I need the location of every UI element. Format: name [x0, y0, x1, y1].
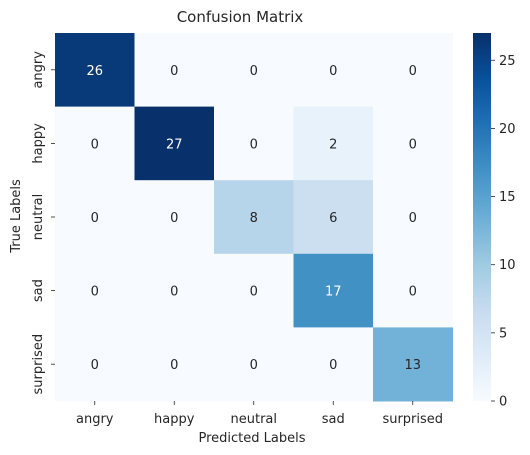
heatmap-cell-label: 0 [329, 64, 337, 79]
heatmap-cell-label: 0 [170, 64, 178, 79]
heatmap-cell [373, 33, 453, 108]
colorbar-tick-label: 20 [499, 122, 516, 137]
x-tick-label: sad [322, 412, 345, 427]
colorbar-ticks: 0 5 10 15 20 25 [491, 54, 516, 410]
x-axis-label: Predicted Labels [198, 431, 305, 446]
y-tick-label: happy [31, 123, 46, 164]
heatmap-cell-label: 13 [404, 358, 421, 373]
x-tick-label: happy [154, 412, 195, 427]
heatmap-cell [214, 33, 294, 108]
heatmap-cell-label: 6 [329, 211, 337, 226]
heatmap-cell [134, 253, 215, 328]
x-tick-label: neutral [231, 412, 278, 427]
heatmap-cell [373, 180, 453, 255]
heatmap-cell [55, 327, 135, 402]
colorbar-tick-label: 10 [499, 258, 516, 273]
heatmap-cells [55, 33, 453, 402]
y-tick-label: sad [31, 279, 46, 302]
heatmap-cell [55, 180, 135, 255]
heatmap-cell-label: 0 [91, 285, 99, 300]
heatmap-cell [293, 180, 374, 255]
y-tick-label: surprised [31, 334, 46, 395]
heatmap-cell-label: 0 [170, 358, 178, 373]
heatmap-cell [293, 106, 374, 181]
heatmap-cell [214, 106, 294, 181]
heatmap-cell-label: 0 [250, 137, 258, 152]
heatmap-cell-label: 0 [409, 64, 417, 79]
heatmap-cell [214, 327, 294, 402]
heatmap-cell [214, 180, 294, 255]
heatmap-cell [134, 33, 215, 108]
colorbar-tick-label: 5 [499, 326, 507, 341]
heatmap-cell-label: 0 [409, 285, 417, 300]
heatmap-cell [55, 253, 135, 328]
heatmap-cell-label: 8 [250, 211, 258, 226]
heatmap-cell-label: 0 [91, 137, 99, 152]
heatmap-cell-label: 0 [250, 64, 258, 79]
colorbar-tick-label: 25 [499, 54, 516, 69]
x-tick-label: angry [76, 412, 114, 427]
heatmap-cell-label: 0 [170, 211, 178, 226]
heatmap-cell-label: 0 [91, 211, 99, 226]
heatmap-cell-labels: 26 0 0 0 0 0 27 0 2 0 0 0 8 6 0 0 0 0 17 0 0 0 0 0 13 [86, 64, 421, 373]
heatmap-cell [293, 253, 374, 328]
colorbar-tick-label: 15 [499, 190, 516, 205]
colorbar [473, 33, 491, 401]
heatmap-cell [373, 253, 453, 328]
y-axis-label: True Labels [9, 179, 24, 254]
heatmap-cell-label: 0 [170, 285, 178, 300]
heatmap-cell [373, 327, 453, 402]
heatmap-cell [134, 180, 215, 255]
x-axis-ticks: angry happy neutral sad surprised [76, 401, 443, 427]
chart-title: Confusion Matrix [177, 8, 304, 26]
heatmap-cell-label: 17 [325, 285, 342, 300]
heatmap-cell-label: 0 [409, 137, 417, 152]
heatmap-cell-label: 0 [409, 211, 417, 226]
y-tick-label: neutral [31, 194, 46, 241]
heatmap-cell [214, 253, 294, 328]
heatmap-cell-label: 0 [91, 358, 99, 373]
heatmap-cell [293, 33, 374, 108]
y-axis-ticks: angry happy neutral sad surprised [31, 51, 55, 395]
heatmap-cell [134, 327, 215, 402]
heatmap-cell-label: 2 [329, 137, 337, 152]
heatmap-cell [55, 33, 135, 108]
heatmap-cell-label: 0 [250, 285, 258, 300]
heatmap-cell-label: 0 [329, 358, 337, 373]
heatmap-cell [55, 106, 135, 181]
y-tick-label: angry [31, 51, 46, 89]
heatmap-cell-label: 27 [166, 137, 183, 152]
heatmap-cell [293, 327, 374, 402]
heatmap-cell-label: 0 [250, 358, 258, 373]
x-tick-label: surprised [382, 412, 443, 427]
heatmap-cell [134, 106, 215, 181]
heatmap-cell [373, 106, 453, 181]
heatmap-cell-label: 26 [86, 64, 103, 79]
colorbar-tick-label: 0 [499, 395, 507, 410]
